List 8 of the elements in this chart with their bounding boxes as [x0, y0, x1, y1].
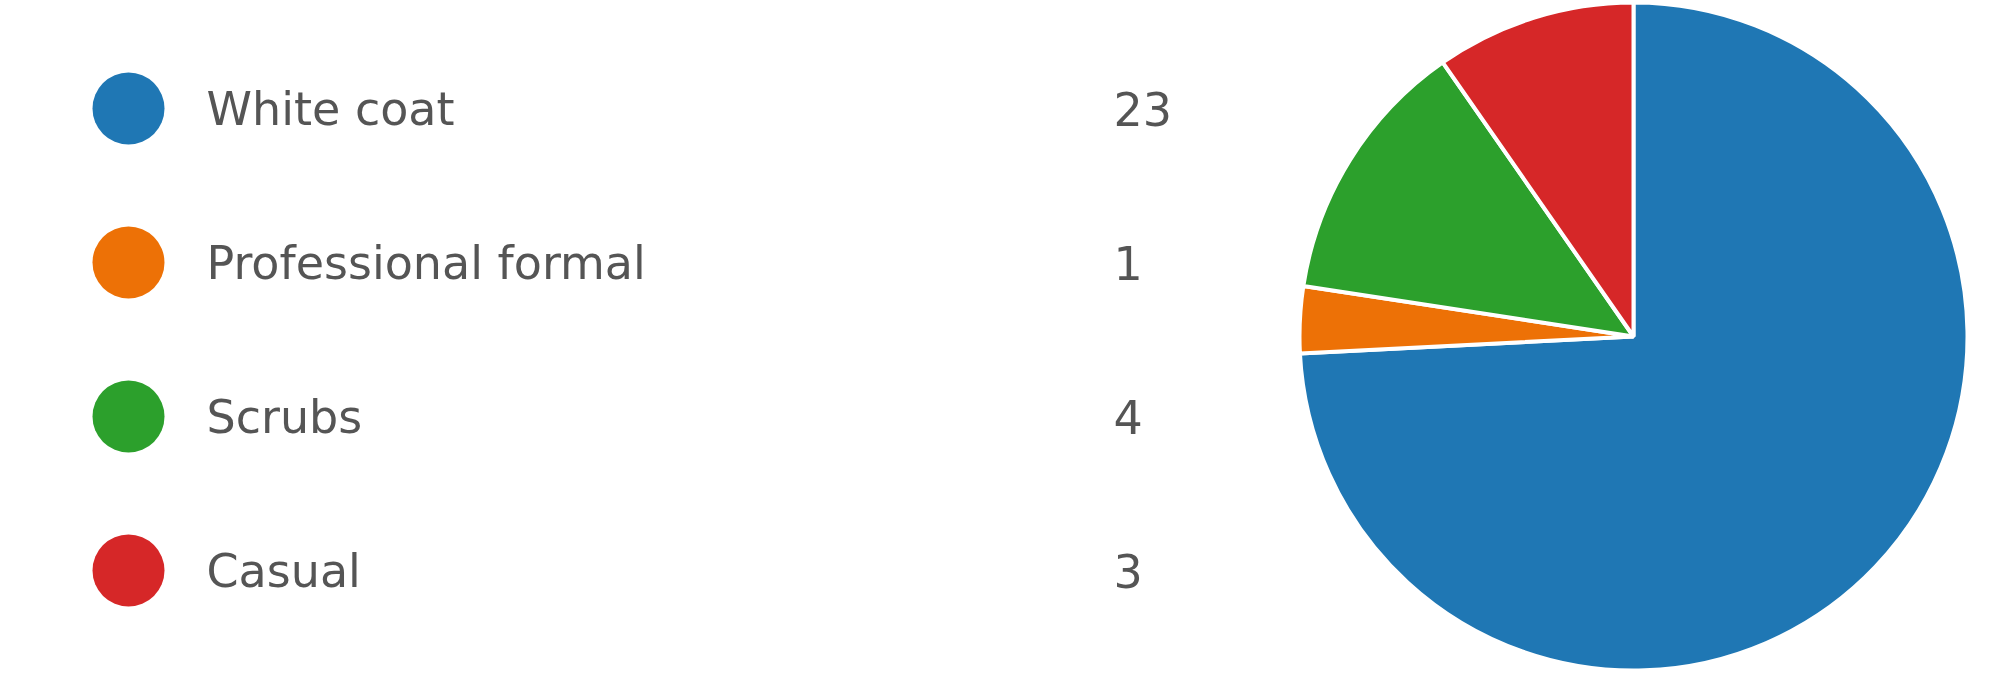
legend-label: Casual: [206, 543, 361, 598]
legend-label: Professional formal: [206, 235, 646, 290]
legend-label: Scrubs: [206, 389, 363, 444]
legend-label: White coat: [206, 81, 455, 136]
data-label: 4: [1113, 390, 1143, 445]
data-label: 23: [1113, 82, 1173, 137]
data-label: 1: [1113, 236, 1143, 291]
data-label: 3: [1113, 544, 1143, 599]
